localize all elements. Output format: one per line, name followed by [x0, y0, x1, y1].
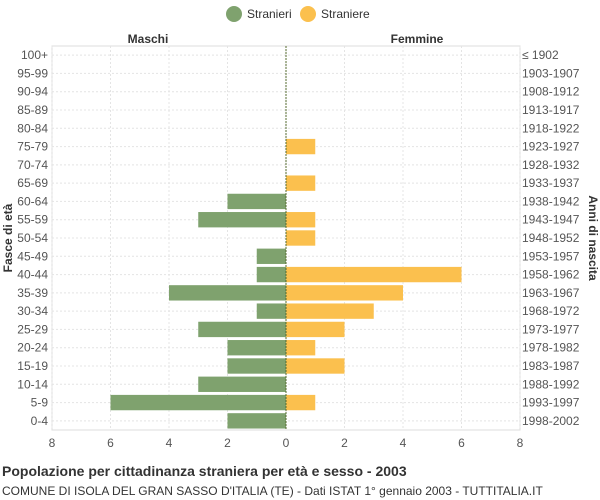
bar-male-60-64: [227, 193, 286, 210]
age-band-label: 100+: [21, 48, 48, 62]
bar-male-40-44: [256, 266, 286, 283]
birth-year-label: 1958-1962: [522, 268, 580, 282]
birth-year-label: 1968-1972: [522, 304, 580, 318]
age-band-label: 70-74: [17, 158, 48, 172]
legend-swatch-straniere: [300, 6, 316, 22]
bar-female-20-24: [286, 340, 316, 356]
birth-year-label: ≤ 1902: [522, 48, 559, 62]
legend-item-straniere: Straniere: [300, 6, 370, 22]
bar-female-50-54: [286, 230, 316, 246]
birth-year-label: 1943-1947: [522, 213, 580, 227]
birth-year-label: 1953-1957: [522, 249, 580, 263]
bar-male-55-59: [198, 212, 286, 228]
x-tick-label: 4: [400, 436, 407, 450]
population-pyramid-chart: 8 6 4 2 0 2 4 6 8 100+ ≤ 1902 95-99 1903-1907 90-94 19…: [1, 32, 600, 450]
age-band-label: 50-54: [17, 231, 48, 245]
legend-item-stranieri: Stranieri: [226, 6, 292, 22]
birth-year-label: 1908-1912: [522, 85, 580, 99]
birth-year-label: 1988-1992: [522, 377, 580, 391]
x-tick-label: 2: [224, 436, 231, 450]
x-tick-label: 4: [166, 436, 173, 450]
age-band-label: 95-99: [17, 66, 48, 80]
birth-year-label: 1923-1927: [522, 140, 580, 154]
right-header-femmine: Femmine: [391, 32, 444, 46]
age-band-label: 65-69: [17, 176, 48, 190]
age-band-label: 40-44: [17, 268, 48, 282]
birth-year-label: 1998-2002: [522, 414, 580, 428]
x-tick-label: 8: [517, 436, 524, 450]
age-band-label: 25-29: [17, 322, 48, 336]
age-band-label: 20-24: [17, 341, 48, 355]
age-band-label: 45-49: [17, 249, 48, 263]
bar-female-55-59: [286, 212, 316, 228]
age-band-label: 10-14: [17, 377, 48, 391]
legend-label-stranieri: Stranieri: [247, 7, 292, 21]
birth-year-label: 1963-1967: [522, 286, 580, 300]
chart-title: Popolazione per cittadinanza straniera p…: [2, 463, 407, 479]
bar-female-40-44: [286, 266, 462, 283]
bar-female-75-79: [286, 138, 316, 155]
age-band-label: 35-39: [17, 286, 48, 300]
birth-year-label: 1903-1907: [522, 66, 580, 80]
age-band-label: 0-4: [31, 414, 49, 428]
age-band-label: 85-89: [17, 103, 48, 117]
y-axis-title-right: Anni di nascita: [586, 195, 600, 281]
bar-female-15-19: [286, 358, 345, 374]
y-axis-title-left: Fasce di età: [1, 203, 15, 272]
bar-male-10-14: [198, 376, 286, 392]
birth-year-label: 1973-1977: [522, 322, 580, 336]
birth-year-label: 1933-1937: [522, 176, 580, 190]
age-band-label: 30-34: [17, 304, 48, 318]
age-band-label: 15-19: [17, 359, 48, 373]
bar-male-25-29: [198, 321, 286, 338]
x-tick-label: 0: [283, 436, 290, 450]
birth-year-label: 1928-1932: [522, 158, 580, 172]
bar-male-5-9: [110, 394, 286, 411]
birth-year-label: 1918-1922: [522, 121, 580, 135]
age-band-label: 60-64: [17, 194, 48, 208]
age-band-label: 55-59: [17, 213, 48, 227]
bar-female-25-29: [286, 321, 345, 338]
bar-male-35-39: [169, 285, 286, 301]
legend-label-straniere: Straniere: [321, 7, 370, 21]
age-band-label: 5-9: [31, 396, 49, 410]
bar-male-0-4: [227, 413, 286, 429]
age-band-label: 90-94: [17, 85, 48, 99]
bar-male-30-34: [256, 303, 286, 319]
x-tick-label: 8: [49, 436, 56, 450]
birth-year-label: 1983-1987: [522, 359, 580, 373]
bar-female-35-39: [286, 285, 403, 301]
legend: Stranieri Straniere: [0, 6, 600, 26]
chart-subtitle: COMUNE DI ISOLA DEL GRAN SASSO D'ITALIA …: [2, 484, 543, 498]
left-header-maschi: Maschi: [128, 32, 169, 46]
x-tick-label: 6: [107, 436, 114, 450]
x-tick-label: 6: [458, 436, 465, 450]
bar-female-30-34: [286, 303, 374, 319]
age-band-label: 80-84: [17, 121, 48, 135]
bar-female-65-69: [286, 175, 316, 191]
bar-male-20-24: [227, 340, 286, 356]
x-tick-label: 2: [341, 436, 348, 450]
birth-year-label: 1913-1917: [522, 103, 580, 117]
birth-year-label: 1938-1942: [522, 194, 580, 208]
legend-swatch-stranieri: [226, 6, 242, 22]
birth-year-label: 1978-1982: [522, 341, 580, 355]
bar-male-45-49: [256, 248, 286, 264]
bar-female-5-9: [286, 394, 316, 411]
birth-year-label: 1948-1952: [522, 231, 580, 245]
bar-male-15-19: [227, 358, 286, 374]
birth-year-label: 1993-1997: [522, 396, 580, 410]
age-band-label: 75-79: [17, 140, 48, 154]
